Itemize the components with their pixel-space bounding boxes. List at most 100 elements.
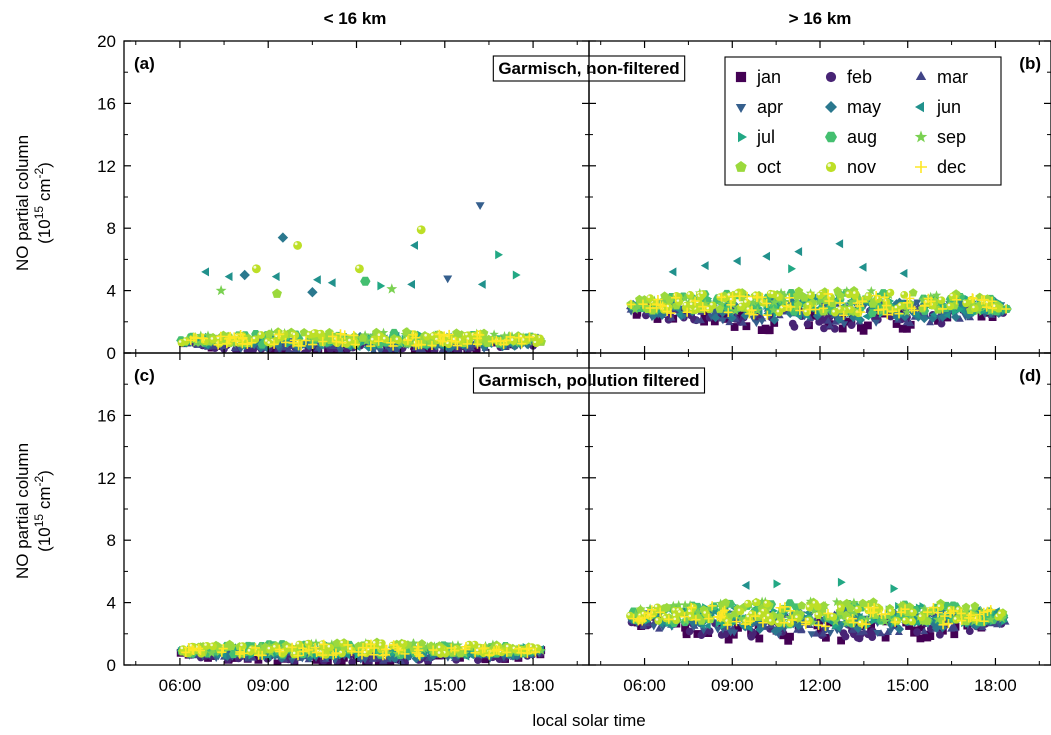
- data-point: [222, 339, 232, 349]
- data-point: [938, 304, 948, 314]
- x-tick-label: 15:00: [886, 676, 929, 695]
- data-point: [301, 335, 311, 346]
- sphere-highlight: [673, 617, 677, 621]
- sphere-highlight: [312, 330, 315, 333]
- data-point: [645, 303, 655, 313]
- data-point: [800, 617, 811, 627]
- data-point: [752, 320, 761, 328]
- data-point: [979, 616, 989, 626]
- data-point: [705, 603, 715, 613]
- data-point: [632, 310, 641, 319]
- legend-marker-nov: [825, 161, 837, 173]
- panel-label: (d): [1019, 366, 1041, 385]
- data-point: [805, 301, 814, 310]
- x-tick-label: 09:00: [711, 676, 754, 695]
- data-point: [394, 645, 404, 655]
- data-point: [716, 299, 727, 309]
- sphere-highlight: [717, 294, 721, 297]
- data-point-outlier: [354, 264, 364, 274]
- data-point: [868, 629, 877, 638]
- data-point: [690, 296, 700, 306]
- data-point: [913, 628, 922, 636]
- data-point: [502, 647, 512, 657]
- data-point: [363, 343, 370, 352]
- data-point: [293, 651, 303, 661]
- x-tick-label: 09:00: [247, 676, 290, 695]
- data-point: [664, 303, 673, 312]
- svg-text:(1015 cm-2): (1015 cm-2): [32, 470, 54, 552]
- sphere-highlight: [204, 643, 207, 646]
- data-point: [304, 339, 315, 349]
- data-point: [848, 625, 857, 633]
- data-point: [256, 641, 266, 651]
- x-tick-label: 12:00: [799, 676, 842, 695]
- sphere-highlight: [768, 619, 772, 622]
- data-point: [288, 657, 297, 665]
- sphere-highlight: [676, 299, 680, 302]
- data-point: [271, 643, 280, 652]
- legend-marker-jul: [738, 131, 747, 143]
- data-point: [986, 605, 996, 615]
- data-point: [926, 296, 936, 306]
- data-point: [673, 599, 684, 610]
- data-point: [632, 300, 643, 310]
- sphere-highlight: [627, 613, 630, 616]
- legend-label-feb: feb: [847, 67, 872, 87]
- data-point: [879, 304, 889, 314]
- data-point: [923, 633, 932, 642]
- data-point: [402, 327, 411, 336]
- data-point: [779, 618, 789, 628]
- data-point: [807, 631, 816, 639]
- data-point: [940, 611, 950, 621]
- sphere-highlight: [296, 641, 300, 645]
- data-point: [946, 302, 955, 311]
- data-point: [780, 602, 790, 612]
- data-point-outlier: [858, 262, 867, 272]
- data-point: [686, 602, 696, 613]
- data-point: [411, 340, 421, 351]
- sphere-highlight: [252, 336, 256, 340]
- data-point: [672, 616, 681, 625]
- sphere-highlight: [437, 651, 441, 654]
- data-point: [787, 615, 797, 625]
- data-point: [671, 293, 681, 303]
- data-point: [841, 617, 852, 627]
- data-point: [685, 627, 694, 636]
- data-point: [744, 599, 752, 608]
- data-point: [680, 612, 690, 622]
- data-point-outlier: [477, 279, 486, 289]
- data-point-outlier: [890, 584, 899, 594]
- data-point: [242, 339, 252, 349]
- svg-text:(1015 cm-2): (1015 cm-2): [32, 162, 54, 244]
- sphere-highlight: [475, 648, 479, 652]
- sphere-highlight: [678, 610, 681, 613]
- sphere-highlight: [950, 293, 953, 297]
- sphere-highlight: [240, 643, 243, 647]
- y-tick-label: 0: [107, 344, 116, 363]
- data-point: [347, 646, 357, 656]
- y-tick-label: 16: [97, 94, 116, 113]
- data-point: [325, 327, 334, 337]
- data-point: [812, 629, 821, 637]
- panel-label: (b): [1019, 54, 1041, 73]
- data-point: [296, 341, 306, 351]
- data-point: [251, 335, 260, 344]
- sphere-highlight: [918, 614, 922, 617]
- sphere-highlight: [744, 300, 747, 303]
- sphere-highlight: [210, 643, 213, 647]
- data-point: [643, 608, 653, 618]
- data-point: [907, 303, 917, 313]
- data-point: [291, 331, 300, 340]
- data-point: [900, 604, 910, 614]
- data-point: [952, 295, 962, 305]
- data-point-outlier: [899, 268, 908, 278]
- data-point: [250, 643, 261, 653]
- data-point-outlier: [360, 276, 371, 286]
- data-point: [745, 624, 753, 632]
- panel-c-points: [176, 637, 547, 665]
- data-point: [871, 291, 881, 301]
- data-point: [651, 299, 662, 309]
- data-point: [187, 334, 198, 344]
